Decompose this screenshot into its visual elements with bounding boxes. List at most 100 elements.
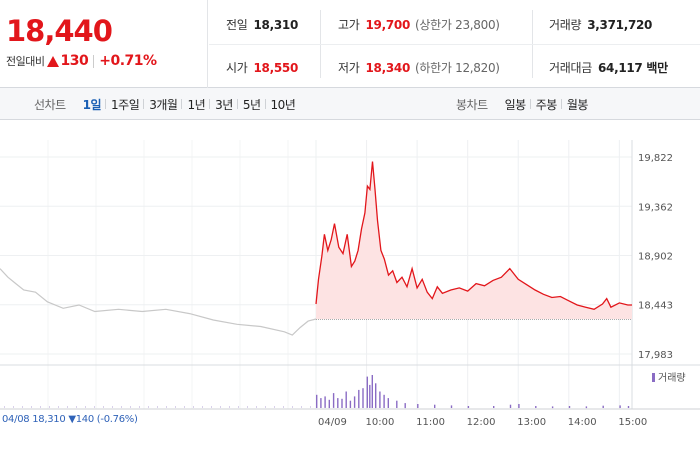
stat-open: 시가 18,550	[226, 59, 298, 76]
volume-bar	[619, 405, 621, 408]
prev-volume-bar	[211, 406, 212, 408]
x-tick-label: 04/09	[318, 417, 347, 428]
volume-legend-swatch	[652, 373, 655, 382]
stat-amount: 거래대금 64,117 백만	[549, 59, 668, 76]
prev-volume-bar	[202, 406, 203, 408]
prev-volume-bar	[13, 406, 14, 408]
stat-value: 18,550	[253, 61, 298, 75]
volume-bar	[358, 389, 360, 409]
volume-legend-label: 거래량	[658, 372, 686, 384]
stat-low: 저가 18,340 (하한가 12,820)	[338, 59, 500, 76]
period-daily[interactable]: 일봉	[504, 97, 527, 112]
period-3y[interactable]: 3년	[209, 96, 238, 113]
prev-volume-bar	[157, 406, 158, 408]
period-1w[interactable]: 1주일	[105, 96, 144, 113]
stat-high: 고가 19,700 (상한가 23,800)	[338, 16, 500, 33]
current-price: 18,440	[6, 14, 113, 48]
stat-volume: 거래량 3,371,720	[549, 16, 652, 33]
stat-sub: (하한가 12,820)	[415, 61, 500, 75]
prev-volume-bar	[247, 406, 248, 408]
period-monthly[interactable]: 월봉	[560, 96, 593, 113]
x-tick-label: 10:00	[366, 417, 395, 428]
prev-volume-bar	[148, 406, 149, 408]
volume-bar	[316, 394, 318, 408]
volume-bar	[379, 391, 381, 408]
line-chart-title: 선차트	[34, 97, 66, 112]
intraday-chart[interactable]: 19,822 19,362 18,902 18,443 17,983 거래량 04/09 10…	[0, 120, 700, 430]
volume-bar	[362, 388, 364, 408]
prev-volume-bar	[85, 406, 86, 408]
volume-bar	[369, 384, 371, 408]
stat-label: 거래대금	[549, 61, 592, 75]
candle-chart-periods: 봉차트 일봉 주봉 월봉	[456, 88, 593, 120]
volume-bar	[585, 406, 588, 409]
stat-value: 19,700	[365, 18, 410, 32]
volume-bar	[627, 406, 630, 408]
stat-value: 64,117 백만	[597, 61, 668, 75]
stat-label: 시가	[226, 61, 248, 75]
change-row: 전일대비 130 +0.71%	[6, 53, 157, 69]
volume-bar	[383, 394, 385, 408]
volume-bar	[535, 406, 537, 408]
volume-bar	[332, 393, 335, 408]
volume-bar	[353, 396, 356, 408]
volume-bar	[375, 383, 377, 409]
price-line	[315, 161, 632, 310]
prev-volume-bar	[76, 406, 77, 408]
volume-bar	[366, 376, 368, 408]
y-tick-label: 17,983	[638, 350, 673, 361]
prev-volume-bar	[49, 406, 50, 408]
period-1y[interactable]: 1년	[181, 96, 210, 113]
stat-value: 3,371,720	[587, 18, 653, 32]
price-area-fill	[316, 161, 632, 319]
prev-volume-bar	[184, 406, 185, 408]
prev-volume-bar	[220, 406, 221, 408]
x-tick-label: 11:00	[416, 417, 445, 428]
prev-volume-bar	[4, 406, 5, 408]
prev-close: 18,310	[32, 414, 66, 425]
up-triangle-icon	[47, 55, 60, 67]
volume-bar	[602, 405, 604, 408]
prev-volume-bar	[265, 406, 266, 408]
volume-bar	[345, 391, 347, 408]
prev-volume-bar	[121, 406, 122, 408]
y-tick-label: 19,362	[638, 202, 673, 213]
volume-bar	[551, 406, 554, 409]
period-weekly[interactable]: 주봉	[529, 96, 562, 113]
prev-volume-bar	[112, 406, 113, 408]
stat-label: 저가	[338, 61, 360, 75]
stat-prev-close: 전일 18,310	[226, 16, 298, 33]
volume-bar	[417, 404, 419, 408]
volume-bar	[328, 399, 330, 409]
prev-volume-bar	[31, 406, 32, 408]
period-1d[interactable]: 1일	[82, 97, 102, 112]
change-label: 전일대비	[6, 55, 45, 68]
prev-volume-bar	[103, 406, 104, 408]
candle-chart-title: 봉차트	[456, 97, 488, 112]
y-tick-label: 18,902	[638, 252, 673, 263]
prev-volume-bar	[310, 406, 311, 408]
volume-bar	[404, 403, 406, 409]
stat-label: 전일	[226, 18, 248, 32]
stat-label: 고가	[338, 18, 360, 32]
change-value: 130	[60, 53, 89, 69]
volume-bar	[518, 404, 520, 408]
volume-bar	[324, 396, 326, 408]
prev-volume-bar	[166, 406, 167, 408]
x-tick-label: 14:00	[568, 417, 597, 428]
volume-bar	[396, 400, 398, 408]
volume-bar	[493, 406, 495, 408]
volume-bar	[387, 398, 389, 408]
prev-volume-bar	[40, 406, 41, 408]
volume-bar	[568, 406, 571, 408]
prev-volume-bar	[301, 406, 302, 408]
period-5y[interactable]: 5년	[236, 96, 266, 113]
period-3m[interactable]: 3개월	[143, 96, 182, 113]
prev-volume-bar	[292, 406, 293, 408]
prev-day-info: 04/08 18,310 ▼140 (-0.76%)	[2, 414, 138, 425]
prev-volume-bar	[229, 406, 230, 408]
stat-value: 18,340	[365, 61, 410, 75]
period-10y[interactable]: 10년	[264, 96, 301, 113]
prev-volume-bar	[274, 406, 275, 408]
row-divider	[209, 44, 700, 45]
